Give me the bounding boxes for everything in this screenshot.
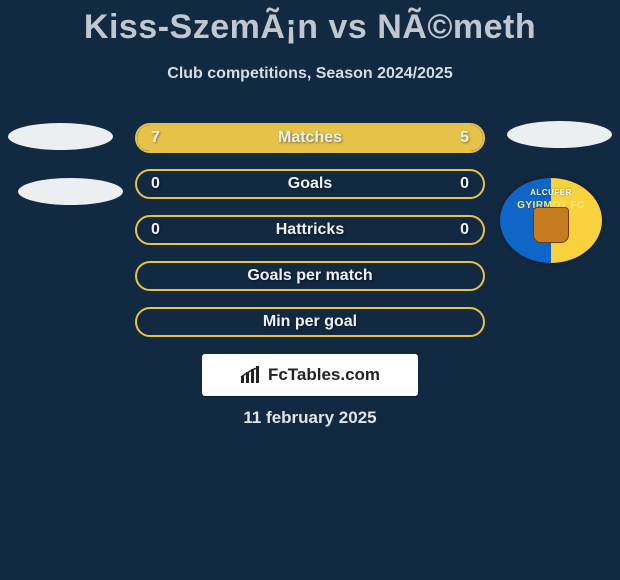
stat-right-value: 0 xyxy=(460,171,469,197)
crest-top-text: ALCUFER xyxy=(500,188,602,197)
player-right-photo-placeholder xyxy=(507,121,612,148)
generation-date: 11 february 2025 xyxy=(0,408,620,428)
page-title: Kiss-SzemÃ¡n vs NÃ©meth xyxy=(0,0,620,47)
stat-row: 0Goals0 xyxy=(135,169,485,199)
player-left-photo-placeholder xyxy=(8,123,113,150)
stat-label: Goals xyxy=(137,171,483,197)
club-right-logo: ALCUFER GYIRMÓT FC xyxy=(500,178,602,263)
stat-label: Hattricks xyxy=(137,217,483,243)
club-left-logo-placeholder xyxy=(18,178,123,205)
crest-shield-icon xyxy=(533,207,569,243)
page-subtitle: Club competitions, Season 2024/2025 xyxy=(0,65,620,83)
brand-watermark: FcTables.com xyxy=(202,354,418,396)
stat-label: Min per goal xyxy=(137,309,483,335)
stat-right-value: 0 xyxy=(460,217,469,243)
stat-row: Goals per match xyxy=(135,261,485,291)
bars-icon xyxy=(240,366,262,384)
stat-label: Goals per match xyxy=(137,263,483,289)
stat-right-value: 5 xyxy=(460,125,469,151)
stat-row: Min per goal xyxy=(135,307,485,337)
stat-label: Matches xyxy=(137,125,483,151)
stats-column: 7Matches50Goals00Hattricks0Goals per mat… xyxy=(135,123,485,353)
stat-row: 0Hattricks0 xyxy=(135,215,485,245)
brand-text: FcTables.com xyxy=(268,365,380,385)
stat-row: 7Matches5 xyxy=(135,123,485,153)
